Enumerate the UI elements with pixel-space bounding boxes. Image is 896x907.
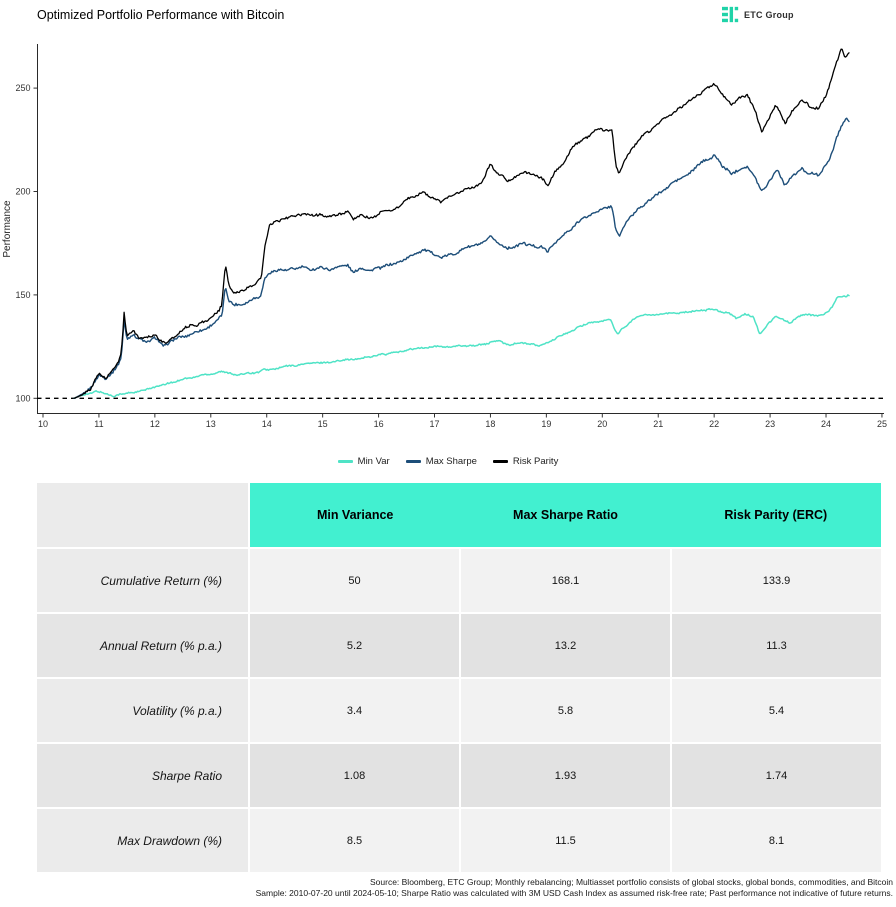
- row-label-volatility-p-a-: Volatility (% p.a.): [37, 679, 248, 742]
- row-label-annual-return-p-a-: Annual Return (% p.a.): [37, 614, 248, 677]
- x-axis-tick-label: 17: [430, 419, 440, 429]
- x-axis-tick-label: 12: [150, 419, 160, 429]
- x-axis-tick-label: 14: [262, 419, 272, 429]
- footnote-line-1: Source: Bloomberg, ETC Group; Monthly re…: [369, 877, 893, 887]
- table-value-r1-c2: 168.1: [461, 549, 670, 612]
- x-axis-tick-label: 10: [38, 419, 48, 429]
- brand-logo: ETC Group: [722, 6, 794, 23]
- series-line-min-var: [73, 294, 850, 400]
- x-axis-tick-label: 16: [374, 419, 384, 429]
- column-header-risk-parity-erc-: Risk Parity (ERC): [724, 508, 828, 522]
- legend-item-risk-parity: Risk Parity: [492, 455, 559, 467]
- x-axis-tick-label: 24: [821, 419, 831, 429]
- table-value-r2-c3: 11.3: [672, 614, 881, 677]
- table-value-r1-c1: 50: [250, 549, 459, 612]
- x-axis-tick-label: 22: [709, 419, 719, 429]
- row-label-max-drawdown-: Max Drawdown (%): [37, 809, 248, 872]
- y-axis-tick-label: 250: [15, 83, 30, 93]
- etc-group-logo-icon: [722, 6, 739, 23]
- table-value-r4-c1: 1.08: [250, 744, 459, 807]
- legend-label: Min Var: [357, 455, 390, 467]
- performance-table: Min Variance Max Sharpe Ratio Risk Parity …: [37, 483, 881, 872]
- series-line-risk-parity: [73, 48, 850, 399]
- row-label-sharpe-ratio: Sharpe Ratio: [37, 744, 248, 807]
- table-value-r5-c2: 11.5: [461, 809, 670, 872]
- chart-legend: Min Var Max Sharpe Risk Parity: [0, 451, 896, 471]
- x-axis-tick-label: 19: [541, 419, 551, 429]
- y-axis-tick-label: 100: [15, 393, 30, 403]
- page-title: Optimized Portfolio Performance with Bit…: [37, 8, 285, 22]
- table-value-r5-c3: 8.1: [672, 809, 881, 872]
- x-axis-tick-label: 13: [206, 419, 216, 429]
- legend-item-max-sharpe: Max Sharpe: [405, 455, 477, 467]
- performance-chart: 100 150 200 250 10 11 12 13 14 15 16 17 18 19 20 21 22 23…: [2, 44, 887, 429]
- x-axis-tick-label: 11: [94, 419, 103, 429]
- legend-item-min-var: Min Var: [337, 455, 390, 467]
- table-header-row: Min Variance Max Sharpe Ratio Risk Parity …: [250, 483, 881, 547]
- table-value-r3-c3: 5.4: [672, 679, 881, 742]
- table-value-r1-c3: 133.9: [672, 549, 881, 612]
- legend-label: Max Sharpe: [425, 455, 477, 467]
- table-value-r2-c1: 5.2: [250, 614, 459, 677]
- table-value-r4-c3: 1.74: [672, 744, 881, 807]
- row-label-cumulative-return-: Cumulative Return (%): [37, 549, 248, 612]
- legend-key-max-sharpe: [405, 459, 421, 463]
- y-axis-title: Performance: [2, 200, 13, 258]
- y-axis-tick-label: 200: [15, 187, 30, 197]
- table-value-r2-c2: 13.2: [461, 614, 670, 677]
- table-corner-cell: [37, 483, 248, 547]
- x-axis-tick-label: 21: [653, 419, 663, 429]
- brand-name: ETC Group: [744, 9, 794, 20]
- footnote-line-2: Sample: 2010-07-20 until 2024-05-10; Sha…: [255, 888, 893, 899]
- table-value-r4-c2: 1.93: [461, 744, 670, 807]
- x-axis-tick-label: 25: [877, 419, 887, 429]
- y-axis-tick-label: 150: [15, 290, 30, 300]
- source-footnote: Source: Bloomberg, ETC Group; Monthly re…: [13, 877, 893, 899]
- series-line-max-sharpe: [73, 117, 850, 399]
- table-value-r3-c1: 3.4: [250, 679, 459, 742]
- legend-key-min-var: [337, 459, 353, 463]
- x-axis-tick-label: 18: [485, 419, 495, 429]
- x-axis-tick-label: 23: [765, 419, 775, 429]
- column-header-max-sharpe-ratio: Max Sharpe Ratio: [513, 508, 618, 522]
- legend-key-risk-parity: [492, 459, 508, 463]
- table-value-r5-c1: 8.5: [250, 809, 459, 872]
- column-header-min-variance: Min Variance: [316, 508, 394, 522]
- legend-label: Risk Parity: [512, 455, 559, 467]
- x-axis-tick-label: 15: [318, 419, 328, 429]
- table-value-r3-c2: 5.8: [461, 679, 670, 742]
- x-axis-tick-label: 20: [597, 419, 607, 429]
